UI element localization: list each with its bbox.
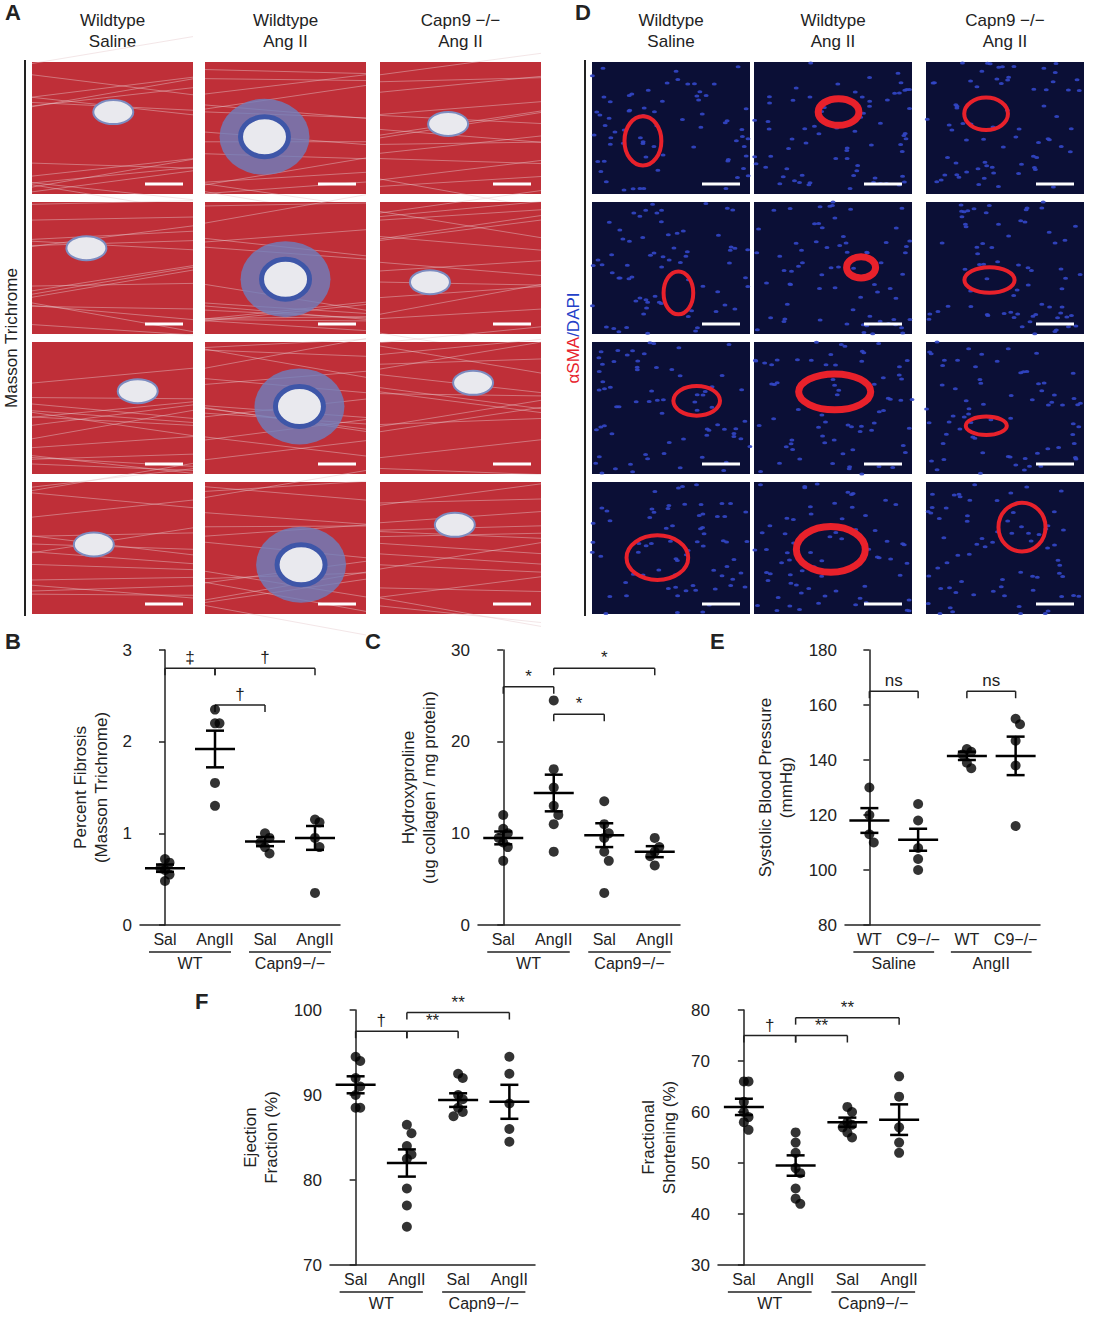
svg-text:1: 1 — [123, 824, 132, 843]
svg-text:0: 0 — [123, 916, 132, 935]
svg-text:50: 50 — [691, 1154, 710, 1173]
svg-text:0: 0 — [461, 916, 470, 935]
svg-text:AngII: AngII — [296, 931, 333, 948]
svg-text:AngII: AngII — [491, 1271, 528, 1288]
html-text:Capn9 −/−: Capn9 −/− — [965, 11, 1045, 30]
html-text:D: D — [575, 0, 591, 25]
svg-text:90: 90 — [303, 1086, 322, 1105]
svg-text:2: 2 — [123, 732, 132, 751]
html-text:Wildtype: Wildtype — [638, 11, 704, 30]
svg-text:Capn9−/−: Capn9−/− — [255, 955, 325, 972]
svg-text:C9−/−: C9−/− — [896, 931, 940, 948]
svg-text:‡: ‡ — [185, 648, 194, 667]
svg-text:WT: WT — [516, 955, 541, 972]
svg-text:Sal: Sal — [836, 1271, 859, 1288]
svg-text:B: B — [5, 630, 21, 654]
svg-text:AngII: AngII — [973, 955, 1010, 972]
svg-text:Capn9−/−: Capn9−/− — [594, 955, 664, 972]
svg-text:*: * — [525, 667, 532, 686]
svg-text:Ejection: Ejection — [241, 1107, 260, 1167]
svg-text:180: 180 — [809, 641, 837, 660]
html-text:Wildtype: Wildtype — [800, 11, 866, 30]
svg-text:WT: WT — [757, 1295, 782, 1312]
html-text:Saline: Saline — [88, 32, 137, 51]
svg-text:WT: WT — [178, 955, 203, 972]
svg-text:AngII: AngII — [196, 931, 233, 948]
html-text:Capn9 −/−: Capn9 −/− — [420, 11, 501, 30]
svg-text:(Masson Trichrome): (Masson Trichrome) — [92, 712, 111, 863]
svg-text:70: 70 — [691, 1052, 710, 1071]
svg-text:E: E — [710, 630, 725, 654]
svg-text:20: 20 — [451, 732, 470, 751]
svg-text:Hydroxyproline: Hydroxyproline — [399, 731, 418, 844]
svg-text:70: 70 — [303, 1256, 322, 1275]
svg-text:AngII: AngII — [636, 931, 673, 948]
svg-text:100: 100 — [809, 861, 837, 880]
svg-text:AngII: AngII — [880, 1271, 917, 1288]
svg-text:30: 30 — [691, 1256, 710, 1275]
svg-text:160: 160 — [809, 696, 837, 715]
svg-text:80: 80 — [303, 1171, 322, 1190]
html-text:Wildtype: Wildtype — [79, 11, 146, 30]
svg-text:Sal: Sal — [447, 1271, 470, 1288]
svg-text:Saline: Saline — [872, 955, 917, 972]
svg-text:WT: WT — [369, 1295, 394, 1312]
svg-text:(ug collagen / mg protein): (ug collagen / mg protein) — [420, 691, 439, 884]
html-text:Ang II: Ang II — [263, 32, 308, 51]
svg-text:ns: ns — [885, 671, 903, 690]
svg-text:†: † — [377, 1011, 386, 1030]
svg-text:WT: WT — [954, 931, 979, 948]
html-text:Ang II: Ang II — [982, 32, 1028, 51]
svg-text:3: 3 — [123, 641, 132, 660]
svg-text:Shortening (%): Shortening (%) — [660, 1081, 679, 1194]
svg-text:120: 120 — [809, 806, 837, 825]
svg-text:**: ** — [452, 993, 466, 1012]
svg-text:†: † — [765, 1016, 774, 1035]
svg-text:30: 30 — [451, 641, 470, 660]
svg-text:WT: WT — [857, 931, 882, 948]
svg-text:AngII: AngII — [535, 931, 572, 948]
svg-text:(mmHg): (mmHg) — [777, 757, 796, 818]
svg-text:140: 140 — [809, 751, 837, 770]
svg-text:Sal: Sal — [344, 1271, 367, 1288]
svg-text:Sal: Sal — [153, 931, 176, 948]
svg-text:10: 10 — [451, 824, 470, 843]
svg-text:AngII: AngII — [388, 1271, 425, 1288]
svg-text:Percent Fibrosis: Percent Fibrosis — [71, 726, 90, 849]
svg-text:Sal: Sal — [732, 1271, 755, 1288]
svg-text:**: ** — [426, 1011, 440, 1030]
html-text:/DAPI: /DAPI — [564, 292, 583, 337]
svg-text:Sal: Sal — [593, 931, 616, 948]
html-text:Wildtype: Wildtype — [252, 11, 319, 30]
svg-text:Sal: Sal — [253, 931, 276, 948]
svg-text:Sal: Sal — [492, 931, 515, 948]
svg-text:*: * — [601, 648, 608, 667]
svg-text:ns: ns — [982, 671, 1000, 690]
html-text:αSMA: αSMA — [564, 336, 583, 384]
svg-text:40: 40 — [691, 1205, 710, 1224]
svg-text:**: ** — [841, 998, 855, 1017]
svg-text:C: C — [365, 630, 381, 654]
svg-text:Capn9−/−: Capn9−/− — [838, 1295, 908, 1312]
html-text:Ang II: Ang II — [810, 32, 856, 51]
svg-text:80: 80 — [818, 916, 837, 935]
svg-text:C9−/−: C9−/− — [994, 931, 1038, 948]
svg-text:†: † — [235, 685, 244, 704]
html-text:Ang II: Ang II — [438, 32, 483, 51]
svg-text:AngII: AngII — [777, 1271, 814, 1288]
html-text:A: A — [5, 0, 21, 25]
svg-text:Fractional: Fractional — [639, 1100, 658, 1175]
html-text:Masson Trichrome: Masson Trichrome — [2, 268, 21, 408]
svg-text:100: 100 — [294, 1001, 322, 1020]
svg-text:*: * — [576, 694, 583, 713]
svg-text:60: 60 — [691, 1103, 710, 1122]
svg-text:†: † — [260, 648, 269, 667]
svg-text:F: F — [195, 990, 208, 1014]
svg-text:80: 80 — [691, 1001, 710, 1020]
svg-text:Systolic Blood Pressure: Systolic Blood Pressure — [756, 698, 775, 878]
svg-text:Capn9−/−: Capn9−/− — [449, 1295, 519, 1312]
html-text:Saline: Saline — [647, 32, 695, 51]
svg-text:Fraction (%): Fraction (%) — [262, 1091, 281, 1184]
